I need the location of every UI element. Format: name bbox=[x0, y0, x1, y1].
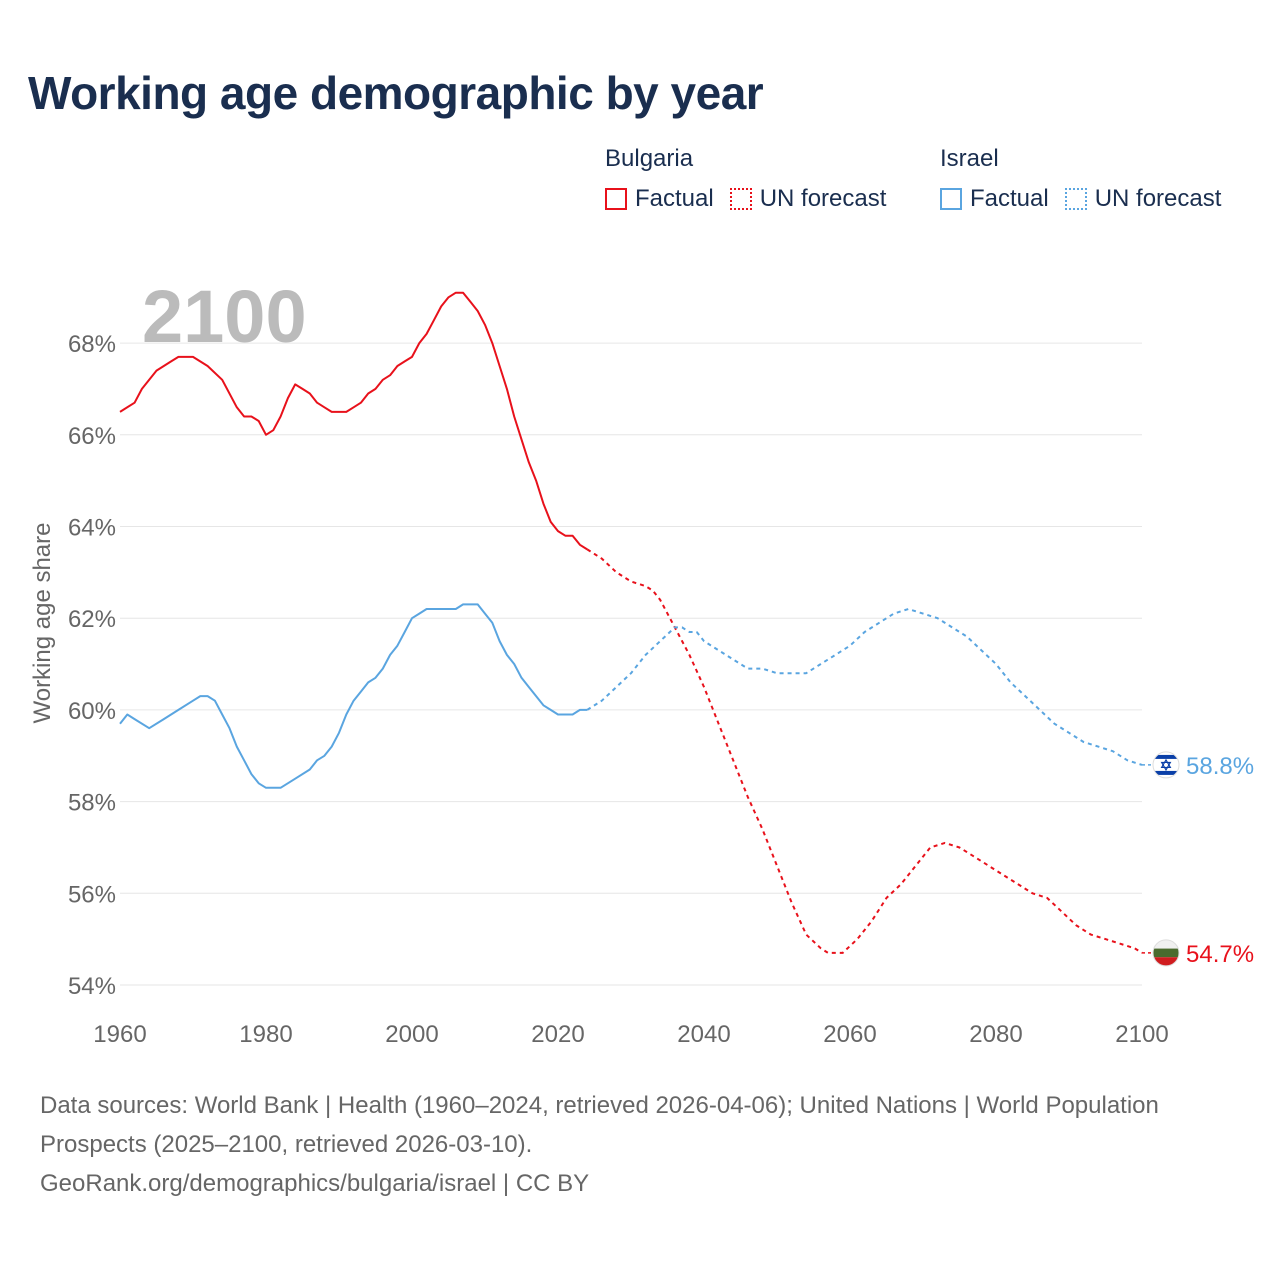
line-chart: 2100 54% 56% 58% 60% 62% 64% 66% 68% 1960 1980 200… bbox=[29, 275, 1254, 1048]
series-line-israel-factual[interactable] bbox=[119, 603, 588, 789]
y-tick-label: 68% bbox=[68, 331, 116, 358]
attribution-link[interactable]: GeoRank.org/demographics/bulgaria/israel… bbox=[40, 1170, 590, 1197]
y-axis-title: Working age share bbox=[29, 523, 56, 724]
y-tick-label: 62% bbox=[68, 606, 116, 633]
end-value-label-israel: 58.8% bbox=[1186, 753, 1254, 780]
solid-line-swatch-icon bbox=[605, 188, 627, 210]
legend-group-name: Bulgaria bbox=[605, 145, 694, 172]
x-tick-label: 2040 bbox=[677, 1021, 730, 1048]
legend-label: UN forecast bbox=[1094, 185, 1222, 212]
dotted-line-swatch-icon bbox=[1064, 188, 1087, 210]
x-tick-label: 2000 bbox=[385, 1021, 438, 1048]
israel-flag-icon bbox=[1152, 751, 1180, 779]
x-tick-label: 1980 bbox=[239, 1021, 292, 1048]
solid-line-swatch-icon bbox=[940, 188, 962, 210]
x-tick-label: 2060 bbox=[823, 1021, 876, 1048]
legend-bulgaria: Bulgaria Factual UN forecast bbox=[605, 145, 902, 213]
x-tick-label: 2020 bbox=[531, 1021, 584, 1048]
x-tick-label: 2100 bbox=[1115, 1021, 1168, 1048]
bulgaria-flag-icon bbox=[1152, 939, 1180, 967]
y-tick-label: 66% bbox=[68, 423, 116, 450]
year-display: 2100 bbox=[142, 275, 307, 358]
footer: Data sources: World Bank | Health (1960–… bbox=[40, 1086, 1180, 1203]
legend-group-name: Israel bbox=[940, 145, 999, 172]
series-line-bulgaria-forecast[interactable] bbox=[586, 548, 1143, 954]
y-tick-label: 60% bbox=[68, 698, 116, 725]
series-line-bulgaria-factual[interactable] bbox=[119, 291, 588, 551]
y-tick-label: 64% bbox=[68, 515, 116, 542]
legend-label: Factual bbox=[635, 185, 714, 212]
y-tick-label: 54% bbox=[68, 973, 116, 1000]
legend-item-bulgaria-factual[interactable]: Factual bbox=[605, 185, 714, 213]
series-line-israel-forecast[interactable] bbox=[586, 608, 1143, 766]
y-tick-label: 58% bbox=[68, 790, 116, 817]
legend-item-bulgaria-forecast[interactable]: UN forecast bbox=[729, 185, 887, 213]
data-sources: Data sources: World Bank | Health (1960–… bbox=[40, 1092, 1159, 1158]
page-title: Working age demographic by year bbox=[28, 67, 764, 119]
x-tick-label: 2080 bbox=[969, 1021, 1022, 1048]
legend-label: UN forecast bbox=[759, 185, 887, 212]
legend-israel: Israel Factual UN forecast bbox=[940, 145, 1237, 213]
dotted-line-swatch-icon bbox=[729, 188, 752, 210]
x-tick-label: 1960 bbox=[93, 1021, 146, 1048]
legend-item-israel-forecast[interactable]: UN forecast bbox=[1064, 185, 1222, 213]
y-tick-label: 56% bbox=[68, 881, 116, 908]
end-value-label-bulgaria: 54.7% bbox=[1186, 941, 1254, 968]
legend-item-israel-factual[interactable]: Factual bbox=[940, 185, 1049, 213]
legend-label: Factual bbox=[970, 185, 1049, 212]
